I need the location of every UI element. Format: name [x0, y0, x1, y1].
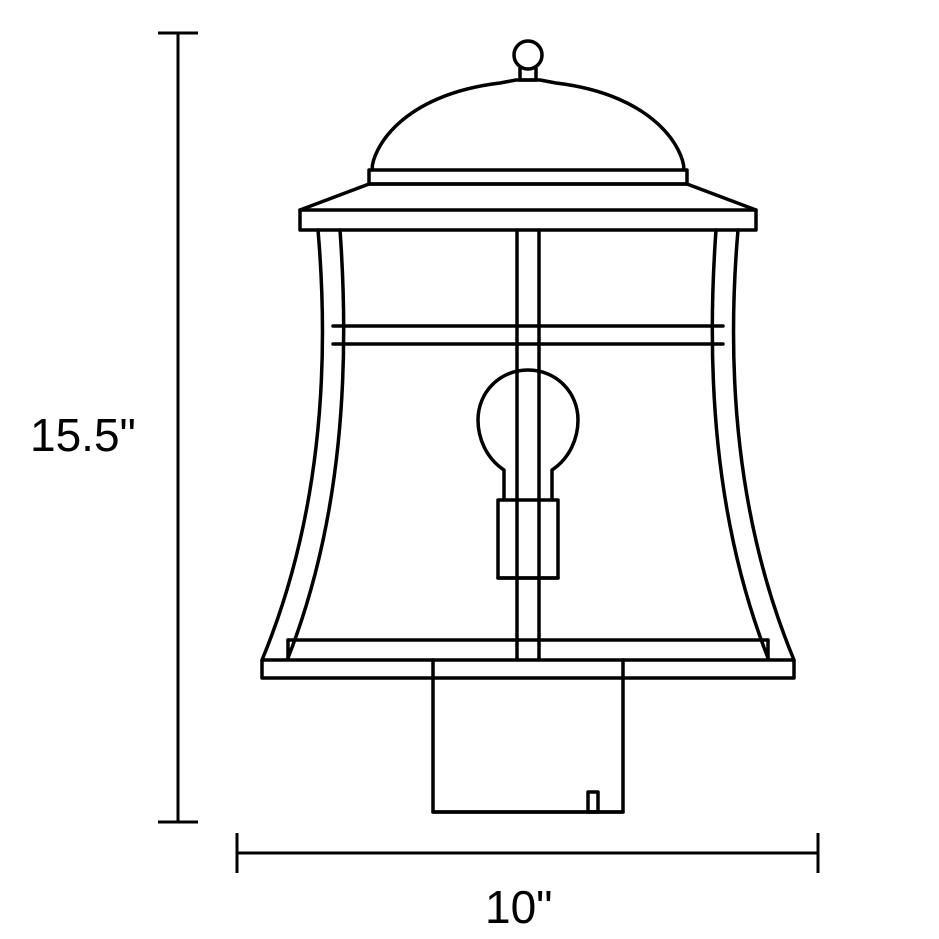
- finial-ball: [514, 41, 542, 69]
- width-dimension-label: 10": [485, 880, 553, 934]
- cap-slope-right: [687, 184, 756, 210]
- cap-plate: [300, 210, 756, 230]
- height-dimension-label: 15.5": [30, 408, 136, 462]
- set-screw: [588, 792, 598, 812]
- light-bulb: [478, 370, 578, 578]
- dome-cap: [372, 80, 684, 170]
- bottom-rail-ends: [288, 640, 768, 658]
- cap-slope-left: [300, 184, 369, 210]
- lantern-drawing: [0, 0, 939, 939]
- diagram-container: 15.5" 10": [0, 0, 939, 939]
- cap-rim-upper: [369, 170, 687, 184]
